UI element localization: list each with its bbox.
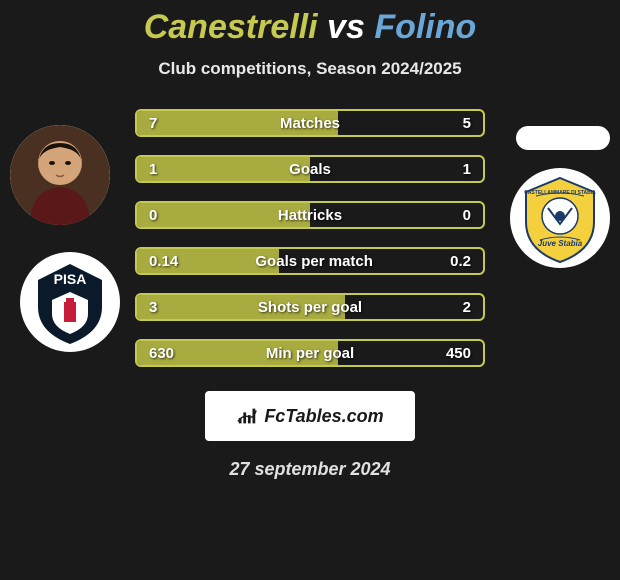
person-icon bbox=[10, 125, 110, 225]
stat-label: Matches bbox=[157, 115, 462, 132]
stat-row-mpg: 630 Min per goal 450 bbox=[135, 339, 485, 367]
stat-row-hattricks: 0 Hattricks 0 bbox=[135, 201, 485, 229]
stat-right-value: 2 bbox=[463, 299, 483, 316]
svg-text:CASTELLAMMARE DI STABIA: CASTELLAMMARE DI STABIA bbox=[524, 190, 596, 196]
stat-left-value: 630 bbox=[137, 345, 174, 362]
player2-avatar bbox=[516, 126, 610, 150]
branding-text: FcTables.com bbox=[264, 406, 383, 427]
stat-right-value: 450 bbox=[446, 345, 483, 362]
juve-stabia-badge-icon: CASTELLAMMARE DI STABIA Juve Stabia bbox=[510, 168, 610, 268]
player1-name: Canestrelli bbox=[144, 8, 318, 46]
stat-right-value: 0 bbox=[463, 207, 483, 224]
stat-label: Goals per match bbox=[178, 253, 450, 270]
stat-row-goals: 1 Goals 1 bbox=[135, 155, 485, 183]
svg-text:Juve Stabia: Juve Stabia bbox=[538, 239, 583, 248]
stat-right-value: 0.2 bbox=[450, 253, 483, 270]
player1-avatar bbox=[10, 125, 110, 225]
subtitle: Club competitions, Season 2024/2025 bbox=[158, 59, 461, 79]
stat-label: Shots per goal bbox=[157, 299, 462, 316]
branding-box: FcTables.com bbox=[205, 391, 415, 441]
stat-right-value: 5 bbox=[463, 115, 483, 132]
stat-left-value: 1 bbox=[137, 161, 157, 178]
stat-left-value: 7 bbox=[137, 115, 157, 132]
stat-label: Goals bbox=[157, 161, 462, 178]
date-label: 27 september 2024 bbox=[229, 459, 390, 480]
stat-label: Hattricks bbox=[157, 207, 462, 224]
svg-text:PISA: PISA bbox=[54, 271, 87, 287]
stat-left-value: 3 bbox=[137, 299, 157, 316]
stat-label: Min per goal bbox=[174, 345, 446, 362]
player2-club-badge: CASTELLAMMARE DI STABIA Juve Stabia bbox=[510, 168, 610, 268]
stat-row-gpm: 0.14 Goals per match 0.2 bbox=[135, 247, 485, 275]
vs-separator: vs bbox=[327, 8, 365, 46]
pisa-badge-icon: PISA bbox=[20, 252, 120, 352]
chart-icon bbox=[236, 405, 258, 427]
stat-left-value: 0.14 bbox=[137, 253, 178, 270]
stat-row-matches: 7 Matches 5 bbox=[135, 109, 485, 137]
player1-club-badge: PISA bbox=[20, 252, 120, 352]
stats-list: 7 Matches 5 1 Goals 1 0 Hattricks 0 0.14… bbox=[135, 109, 485, 367]
stat-left-value: 0 bbox=[137, 207, 157, 224]
comparison-title: Canestrelli vs Folino bbox=[144, 8, 477, 47]
stat-row-spg: 3 Shots per goal 2 bbox=[135, 293, 485, 321]
player2-name: Folino bbox=[374, 8, 476, 46]
stat-right-value: 1 bbox=[463, 161, 483, 178]
